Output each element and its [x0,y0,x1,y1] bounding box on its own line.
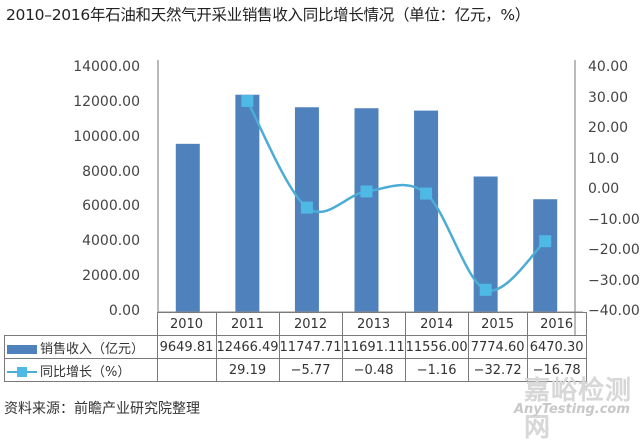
sales-bar [354,108,379,312]
right-axis-tick: 10.0 [588,150,620,167]
right-axis-tick: −40.00 [588,303,640,319]
left-axis-tick: 14000.00 [73,59,140,75]
growth-cell: −16.78 [526,358,587,382]
year-cell: 2014 [404,312,469,336]
right-axis-tick: 40.00 [588,59,629,75]
sales-bar [235,94,260,312]
sales-bar [175,143,200,312]
growth-label: 同比增长（%） [40,364,131,380]
sales-bar [533,199,558,312]
growth-cell: −1.16 [404,358,469,382]
source-note: 资料来源：前瞻产业研究院整理 [4,401,200,417]
growth-cell: −0.48 [341,358,406,382]
growth-cell [156,358,217,382]
left-axis-tick: 10000.00 [73,128,140,145]
year-cell: 2012 [278,312,343,336]
growth-marker [360,185,373,198]
sales-row: 销售收入（亿元） 9649.81 12466.49 11747.71 11691… [4,335,587,359]
growth-cell: 29.19 [215,358,280,382]
right-axis-tick: 30.00 [588,89,629,106]
year-cell: 2016 [526,312,587,336]
growth-marker [479,283,492,296]
right-axis-tick: −10.00 [588,211,640,228]
growth-cell: −5.77 [278,358,343,382]
bar-legend-icon [7,344,37,354]
sales-cell: 11691.11 [341,335,406,359]
legend-sales: 销售收入（亿元） [4,335,158,359]
growth-markers [241,94,552,296]
line-marker-legend-icon [7,366,37,378]
growth-line [246,100,547,292]
sales-cell: 9649.81 [156,335,217,359]
growth-marker [420,187,433,200]
right-axis-tick: 20.00 [588,120,629,136]
right-axis-tick: −30.00 [588,272,640,289]
growth-marker [300,201,313,214]
right-axis-tick: −20.00 [588,242,640,258]
sales-cell: 11556.00 [404,335,469,359]
year-cell: 2015 [467,312,528,336]
year-cell: 2010 [156,312,217,336]
growth-cell: −32.72 [467,358,528,382]
chart-plot-area [157,60,583,336]
year-cell: 2011 [215,312,280,336]
growth-marker [539,235,552,248]
left-axis-tick: 2000.00 [82,268,140,285]
growth-marker [241,94,254,107]
sales-cell: 11747.71 [278,335,343,359]
growth-row: 同比增长（%） 29.19 −5.77 −0.48 −1.16 −32.72 −… [4,358,587,382]
year-cell: 2013 [341,312,406,336]
year-row: 2010 2011 2012 2013 2014 2015 2016 [4,312,587,336]
right-axis-tick: 0.00 [588,181,620,197]
table-corner [4,312,158,336]
sales-cell: 6470.30 [526,335,587,359]
chart-title: 2010–2016年石油和天然气开采业销售收入同比增长情况（单位：亿元，%） [6,6,530,24]
sales-label: 销售收入（亿元） [40,341,145,357]
left-axis-tick: 8000.00 [82,163,140,180]
left-axis-tick: 4000.00 [82,233,140,250]
sales-cell: 7774.60 [467,335,528,359]
sales-bar [414,110,439,312]
data-table: 2010 2011 2012 2013 2014 2015 2016 销售收入（… [4,312,587,382]
left-axis-tick: 12000.00 [73,93,140,110]
sales-cell: 12466.49 [215,335,280,359]
legend-growth: 同比增长（%） [4,358,158,382]
sales-bars [175,94,558,312]
watermark-en: AnyTesting.com [514,402,630,417]
left-axis-tick: 6000.00 [82,198,140,215]
